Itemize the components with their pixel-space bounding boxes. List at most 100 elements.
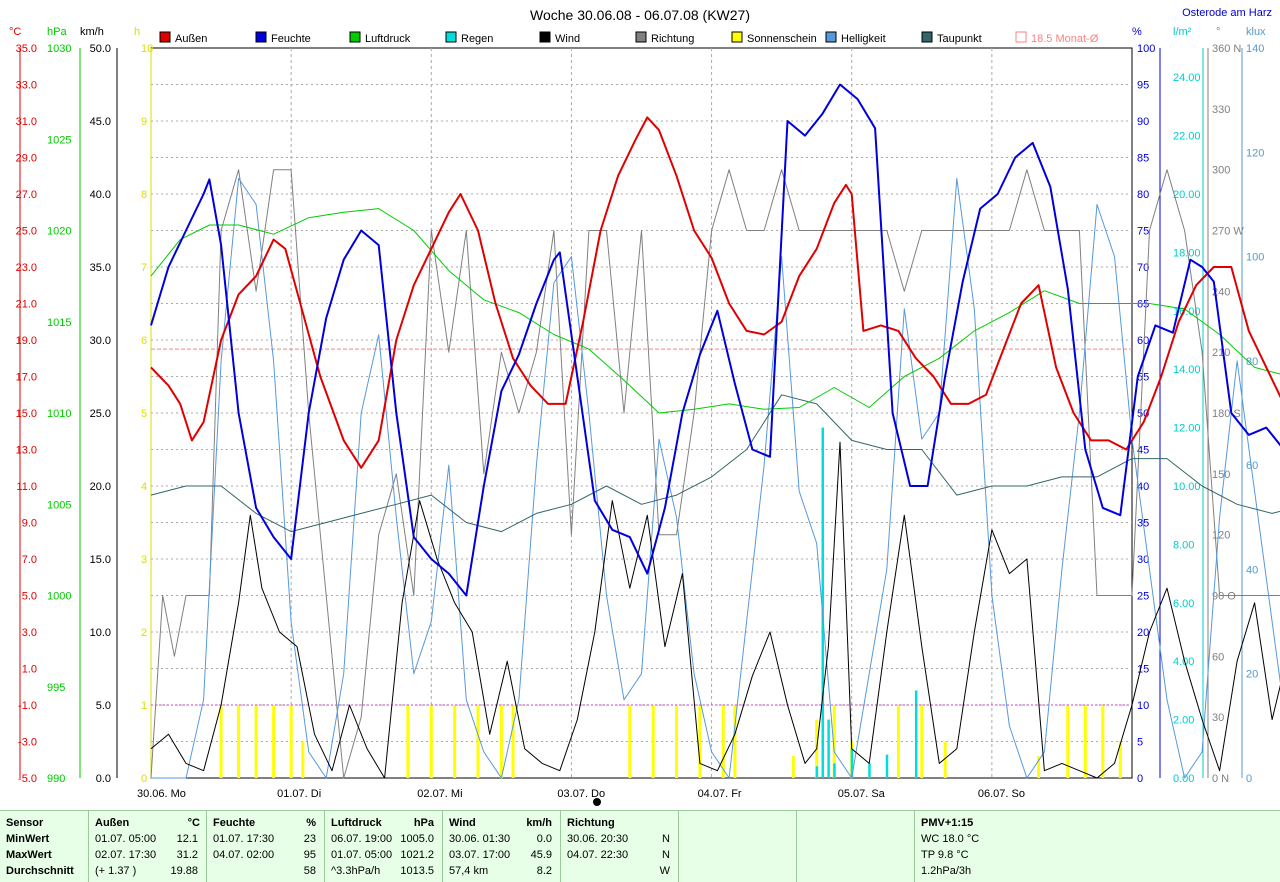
direction-tick-label: 30 <box>1212 712 1224 724</box>
wind-avg-note: 57,4 km <box>449 865 489 877</box>
richtung-header: Richtung <box>567 817 615 829</box>
pressure-tick-label: 1030 <box>47 43 71 55</box>
druck-min-time: 06.07. 19:00 <box>331 833 393 845</box>
rain-bar <box>850 748 854 778</box>
lux-tick-label: 140 <box>1246 43 1264 55</box>
sunshine-bar <box>651 705 655 778</box>
feuchte-avg: 58 <box>303 865 316 877</box>
richtung-max: N <box>662 849 670 861</box>
temp-tick-label: 13.0 <box>16 445 37 457</box>
lux-tick-label: 120 <box>1246 147 1264 159</box>
humidity-tick-label: 95 <box>1137 80 1149 92</box>
wind-unit: km/h <box>526 817 552 829</box>
temp-tick-label: 27.0 <box>16 189 37 201</box>
druck-avg-note: ^3.3hPa/h <box>331 865 381 877</box>
temp-tick-label: 23.0 <box>16 262 37 274</box>
lux-unit-label: klux <box>1246 26 1266 38</box>
feuchte-column: Feuchte % 01.07. 17:30 23 04.07. 02:00 9… <box>206 811 324 882</box>
sunshine-bar <box>675 705 679 778</box>
sunshine-bar <box>721 705 725 778</box>
sunshine-bar <box>1066 705 1070 778</box>
wind-tick-label: 25.0 <box>90 408 111 420</box>
sunshine-bar <box>943 741 947 778</box>
sunshine-bar <box>832 705 836 778</box>
sun-tick-label: 7 <box>141 262 147 274</box>
richtung-column: Richtung 30.06. 20:30 N 04.07. 22:30 N W <box>560 811 678 882</box>
rain-bar <box>833 763 836 778</box>
wind-tick-label: 30.0 <box>90 335 111 347</box>
direction-tick-label: 210 <box>1212 347 1230 359</box>
direction-unit-label: ° <box>1216 26 1220 38</box>
sunshine-bar <box>511 705 515 778</box>
druck-min: 1005.0 <box>400 833 434 845</box>
humidity-tick-label: 20 <box>1137 627 1149 639</box>
aussen-max-time: 02.07. 17:30 <box>95 849 157 861</box>
pressure-tick-label: 990 <box>47 773 65 785</box>
direction-tick-label: 360 N <box>1212 43 1241 55</box>
current-time-marker <box>593 798 601 806</box>
temp-tick-label: 11.0 <box>16 481 37 493</box>
rain-tick-label: 4.00 <box>1173 656 1194 668</box>
location-label: Osterode am Harz <box>1182 7 1272 19</box>
wind-tick-label: 50.0 <box>90 43 111 55</box>
legend-label: Sonnenschein <box>747 33 817 45</box>
lux-tick-label: 60 <box>1246 460 1258 472</box>
temp-unit-label: °C <box>9 26 21 38</box>
legend-label: Richtung <box>651 33 694 45</box>
pmv-column: PMV+1:15 WC 18.0 °C TP 9.8 °C 1.2hPa/3h <box>914 811 1280 882</box>
sunshine-bar <box>1037 756 1041 778</box>
pressure-tick-label: 1015 <box>47 317 71 329</box>
aussen-max: 31.2 <box>176 849 198 861</box>
sun-tick-label: 1 <box>141 700 147 712</box>
direction-tick-label: 90 O <box>1212 591 1236 603</box>
legend-label: Taupunkt <box>937 33 982 45</box>
temp-tick-label: 17.0 <box>16 372 37 384</box>
pressure-tick-label: 995 <box>47 682 65 694</box>
lux-tick-label: 100 <box>1246 252 1264 264</box>
brightness-series-line <box>151 177 1280 779</box>
temp-tick-label: 5.0 <box>22 591 37 603</box>
humidity-tick-label: 85 <box>1137 153 1149 165</box>
humidity-tick-label: 45 <box>1137 445 1149 457</box>
lux-tick-label: 40 <box>1246 564 1258 576</box>
sunshine-bar <box>791 756 795 778</box>
humidity-tick-label: 75 <box>1137 226 1149 238</box>
wind-column: Wind km/h 30.06. 01:30 0.0 03.07. 17:00 … <box>442 811 560 882</box>
sun-tick-label: 9 <box>141 116 147 128</box>
rain-tick-label: 6.00 <box>1173 598 1194 610</box>
humidity-tick-label: 30 <box>1137 554 1149 566</box>
feuchte-max-time: 04.07. 02:00 <box>213 849 275 861</box>
richtung-max-time: 04.07. 22:30 <box>567 849 629 861</box>
legend-label: 18.5 Monat-Ø <box>1031 33 1099 45</box>
humidity-tick-label: 0 <box>1137 773 1143 785</box>
day-label: 03.07. Do <box>557 788 605 800</box>
sunshine-bar <box>733 705 737 778</box>
sunshine-bar <box>698 705 702 778</box>
rain-bar <box>868 763 871 778</box>
direction-tick-label: 150 <box>1212 469 1230 481</box>
temp-tick-label: 33.0 <box>16 80 37 92</box>
wind-tick-label: 5.0 <box>96 700 111 712</box>
temp-tick-label: 35.0 <box>16 43 37 55</box>
weather-chart: 35.033.031.029.027.025.023.021.019.017.0… <box>9 7 1280 806</box>
wind-avg: 8.2 <box>536 865 552 877</box>
sun-tick-label: 6 <box>141 335 147 347</box>
wind-min-time: 30.06. 01:30 <box>449 833 511 845</box>
humidity-tick-label: 80 <box>1137 189 1149 201</box>
wind-min: 0.0 <box>536 833 552 845</box>
rain-tick-label: 8.00 <box>1173 539 1194 551</box>
pressure-tick-label: 1025 <box>47 134 71 146</box>
humidity-tick-label: 90 <box>1137 116 1149 128</box>
wind-tick-label: 0.0 <box>96 773 111 785</box>
legend-swatch <box>731 31 743 43</box>
humidity-tick-label: 25 <box>1137 591 1149 603</box>
empty-column-1 <box>678 811 796 882</box>
sunshine-bar <box>896 705 900 778</box>
day-label: 30.06. Mo <box>137 788 186 800</box>
sunshine-bar <box>1101 705 1105 778</box>
feuchte-min: 23 <box>303 833 316 845</box>
rain-tick-label: 18.00 <box>1173 247 1201 259</box>
pmv-dewpoint: TP 9.8 °C <box>921 849 969 861</box>
sun-tick-label: 4 <box>141 481 147 493</box>
sunshine-bar <box>476 705 480 778</box>
